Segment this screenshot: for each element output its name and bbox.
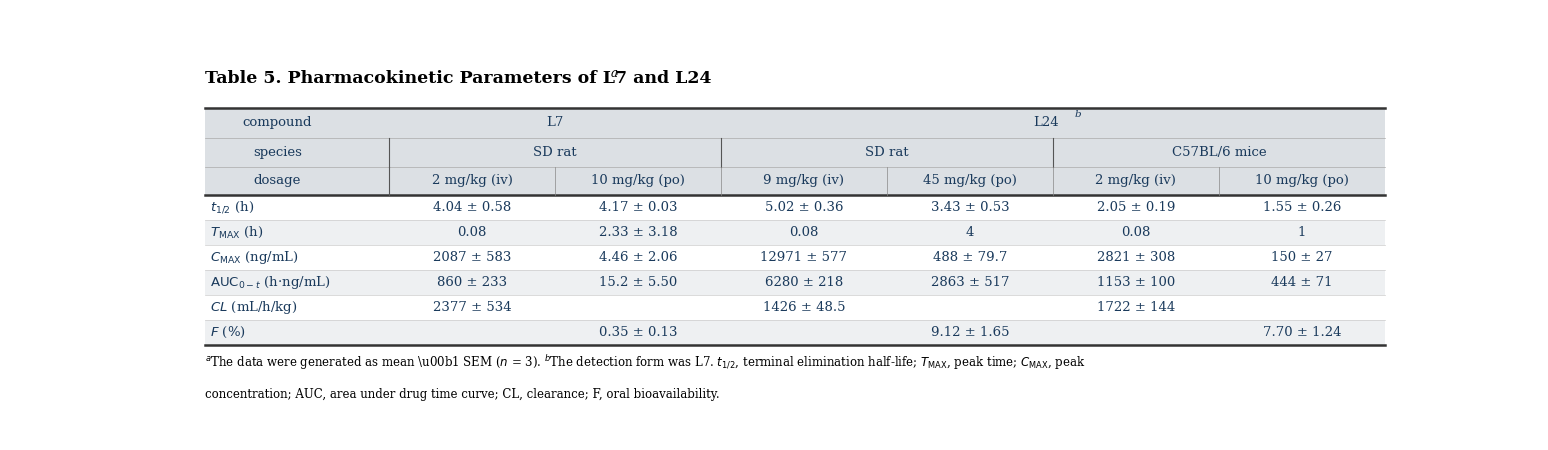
Text: 2087 ± 583: 2087 ± 583 — [433, 251, 511, 264]
Text: 7.70 ± 1.24: 7.70 ± 1.24 — [1263, 326, 1341, 339]
Bar — [206, 195, 1385, 220]
Text: 4: 4 — [966, 226, 974, 239]
Text: 4.04 ± 0.58: 4.04 ± 0.58 — [433, 201, 511, 214]
Text: 1.55 ± 0.26: 1.55 ± 0.26 — [1263, 201, 1341, 214]
Text: ${}^{a}$The data were generated as mean \u00b1 SEM ($n$ = 3). ${}^{b}$The detect: ${}^{a}$The data were generated as mean … — [206, 353, 1087, 372]
Text: 4.17 ± 0.03: 4.17 ± 0.03 — [599, 201, 676, 214]
Text: 10 mg/kg (po): 10 mg/kg (po) — [1255, 174, 1348, 187]
Text: 1722 ± 144: 1722 ± 144 — [1096, 301, 1175, 314]
Text: $\mathrm{AUC}_{0-t}$ (h·ng/mL): $\mathrm{AUC}_{0-t}$ (h·ng/mL) — [211, 274, 331, 291]
Bar — [206, 220, 1385, 245]
Text: 12971 ± 577: 12971 ± 577 — [760, 251, 847, 264]
Text: $T_{\mathrm{MAX}}$ (h): $T_{\mathrm{MAX}}$ (h) — [211, 225, 263, 240]
Bar — [206, 295, 1385, 320]
Text: 9.12 ± 1.65: 9.12 ± 1.65 — [930, 326, 1009, 339]
Text: 1153 ± 100: 1153 ± 100 — [1096, 276, 1175, 289]
Text: L7: L7 — [546, 117, 563, 130]
Text: SD rat: SD rat — [533, 146, 577, 159]
Text: 2 mg/kg (iv): 2 mg/kg (iv) — [1096, 174, 1176, 187]
Bar — [206, 320, 1385, 345]
Bar — [206, 166, 1385, 195]
Text: $C_{\mathrm{MAX}}$ (ng/mL): $C_{\mathrm{MAX}}$ (ng/mL) — [211, 249, 299, 266]
Text: 860 ± 233: 860 ± 233 — [437, 276, 508, 289]
Text: L24: L24 — [1033, 117, 1059, 130]
Text: 5.02 ± 0.36: 5.02 ± 0.36 — [765, 201, 844, 214]
Text: species: species — [252, 146, 302, 159]
Text: 1426 ± 48.5: 1426 ± 48.5 — [763, 301, 845, 314]
Text: 1: 1 — [1297, 226, 1307, 239]
Bar — [206, 270, 1385, 295]
Text: 488 ± 79.7: 488 ± 79.7 — [933, 251, 1008, 264]
Text: 2.05 ± 0.19: 2.05 ± 0.19 — [1096, 201, 1175, 214]
Text: 2821 ± 308: 2821 ± 308 — [1096, 251, 1175, 264]
Bar — [206, 245, 1385, 270]
Text: 4.46 ± 2.06: 4.46 ± 2.06 — [599, 251, 676, 264]
Text: 6280 ± 218: 6280 ± 218 — [765, 276, 844, 289]
Text: $t_{1/2}$ (h): $t_{1/2}$ (h) — [211, 200, 254, 216]
Text: SD rat: SD rat — [865, 146, 909, 159]
Text: 3.43 ± 0.53: 3.43 ± 0.53 — [930, 201, 1009, 214]
Text: C57BL/6 mice: C57BL/6 mice — [1172, 146, 1266, 159]
Text: 15.2 ± 5.50: 15.2 ± 5.50 — [599, 276, 676, 289]
Text: Table 5. Pharmacokinetic Parameters of L7 and L24: Table 5. Pharmacokinetic Parameters of L… — [206, 70, 712, 86]
Text: b: b — [1074, 110, 1081, 119]
Text: 0.35 ± 0.13: 0.35 ± 0.13 — [599, 326, 676, 339]
Text: 444 ± 71: 444 ± 71 — [1271, 276, 1333, 289]
Text: 2.33 ± 3.18: 2.33 ± 3.18 — [599, 226, 678, 239]
Text: $CL$ (mL/h/kg): $CL$ (mL/h/kg) — [211, 299, 297, 316]
Text: dosage: dosage — [254, 174, 302, 187]
Bar — [206, 138, 1385, 166]
Text: 9 mg/kg (iv): 9 mg/kg (iv) — [763, 174, 845, 187]
Text: 0.08: 0.08 — [457, 226, 486, 239]
Text: 2863 ± 517: 2863 ± 517 — [930, 276, 1009, 289]
Text: 0.08: 0.08 — [789, 226, 819, 239]
Text: 10 mg/kg (po): 10 mg/kg (po) — [591, 174, 684, 187]
Text: $F$ (%): $F$ (%) — [211, 325, 246, 340]
Text: 45 mg/kg (po): 45 mg/kg (po) — [923, 174, 1017, 187]
Text: 150 ± 27: 150 ± 27 — [1271, 251, 1333, 264]
Text: compound: compound — [243, 117, 313, 130]
Text: a: a — [611, 67, 618, 80]
Text: 0.08: 0.08 — [1121, 226, 1150, 239]
Text: concentration; AUC, area under drug time curve; CL, clearance; F, oral bioavaila: concentration; AUC, area under drug time… — [206, 388, 720, 401]
Text: 2 mg/kg (iv): 2 mg/kg (iv) — [432, 174, 512, 187]
Bar — [206, 108, 1385, 138]
Text: 2377 ± 534: 2377 ± 534 — [433, 301, 511, 314]
